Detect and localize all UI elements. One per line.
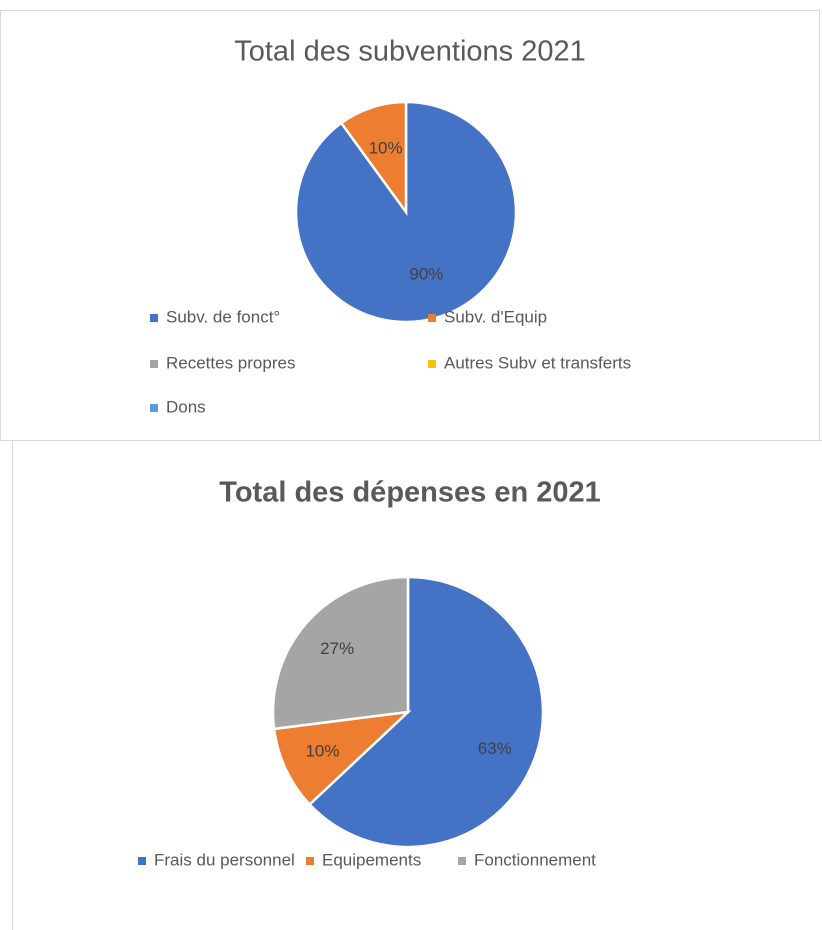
chart-title: Total des dépenses en 2021 <box>219 477 600 509</box>
legend-label: Autres Subv et transferts <box>444 353 631 372</box>
legend-label: Dons <box>166 397 206 416</box>
legend-swatch <box>150 314 158 322</box>
legend-swatch <box>150 360 158 368</box>
pie-slice <box>272 710 412 807</box>
legend-swatch <box>428 314 436 322</box>
data-label: 10% <box>369 139 403 158</box>
chart-title: Total des subventions 2021 <box>234 36 585 68</box>
legend-swatch <box>306 857 314 865</box>
legend-label: Frais du personnel <box>154 850 295 869</box>
data-label: 27% <box>320 639 354 658</box>
legend-label: Subv. de fonct° <box>166 307 280 326</box>
data-label: 63% <box>478 739 512 758</box>
pie-slice <box>271 575 410 731</box>
data-label: 90% <box>409 264 443 283</box>
legend-swatch <box>458 857 466 865</box>
legend-label: Fonctionnement <box>474 850 596 869</box>
legend-label: Equipements <box>322 850 421 869</box>
data-label: 10% <box>305 742 339 761</box>
legend-label: Subv. d'Equip <box>444 307 547 326</box>
legend-swatch <box>150 404 158 412</box>
legend-swatch <box>138 857 146 865</box>
pie-slice <box>307 575 545 849</box>
pie-slice <box>339 100 408 216</box>
legend-swatch <box>428 360 436 368</box>
legend-label: Recettes propres <box>166 353 295 372</box>
